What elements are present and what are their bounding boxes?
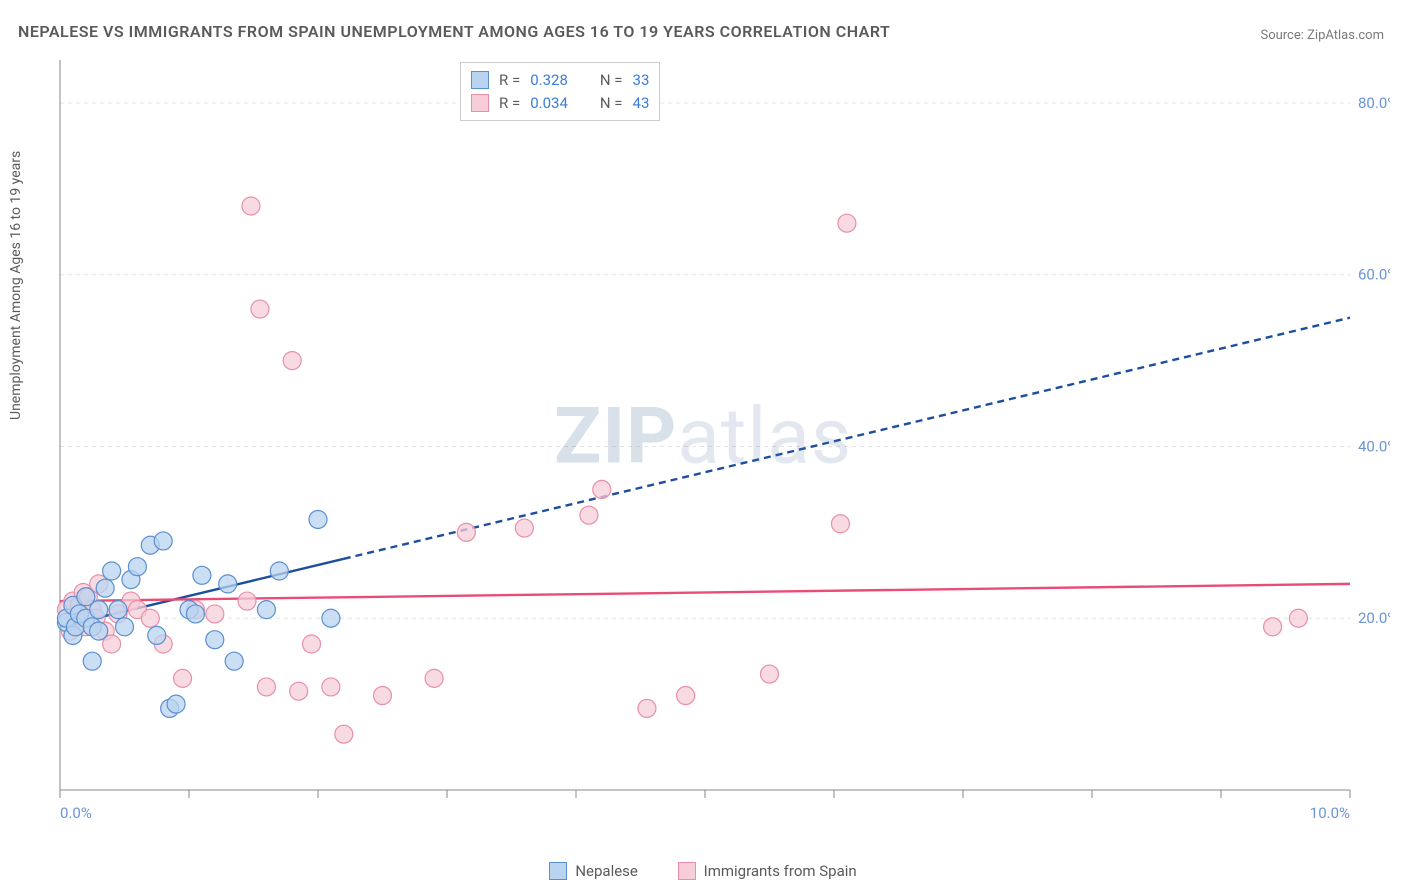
legend-swatch-icon [549, 862, 567, 880]
legend-item-nepalese: Nepalese [549, 862, 638, 880]
svg-text:60.0%: 60.0% [1358, 266, 1390, 284]
source-attribution: Source: ZipAtlas.com [1260, 28, 1384, 43]
legend-label: Immigrants from Spain [704, 862, 857, 880]
svg-text:0.0%: 0.0% [60, 804, 92, 820]
svg-text:10.0%: 10.0% [1310, 804, 1350, 820]
svg-text:20.0%: 20.0% [1358, 609, 1390, 627]
y-axis-label: Unemployment Among Ages 16 to 19 years [8, 151, 24, 420]
chart-title: NEPALESE VS IMMIGRANTS FROM SPAIN UNEMPL… [18, 22, 890, 41]
legend-swatch-icon [678, 862, 696, 880]
correlation-legend: R = 0.328 N = 33 R = 0.034 N = 43 [460, 62, 660, 121]
r-label: R = [499, 92, 520, 115]
legend-swatch-spain [471, 94, 489, 112]
legend-label: Nepalese [575, 862, 638, 880]
r-label: R = [499, 69, 520, 92]
series-legend: Nepalese Immigrants from Spain [0, 862, 1406, 884]
legend-swatch-nepalese [471, 71, 489, 89]
n-value: 43 [633, 92, 650, 115]
r-value: 0.328 [530, 69, 568, 92]
legend-row: R = 0.328 N = 33 [471, 69, 649, 92]
n-label: N = [600, 69, 623, 92]
r-value: 0.034 [530, 92, 568, 115]
legend-item-spain: Immigrants from Spain [678, 862, 857, 880]
legend-row: R = 0.034 N = 43 [471, 92, 649, 115]
n-value: 33 [633, 69, 650, 92]
scatter-chart-svg: 20.0% 40.0% 60.0% 80.0% 0.0% 10.0% [50, 60, 1390, 820]
chart-plot-area: 20.0% 40.0% 60.0% 80.0% 0.0% 10.0% [50, 60, 1390, 820]
svg-text:80.0%: 80.0% [1358, 94, 1390, 112]
svg-text:40.0%: 40.0% [1358, 437, 1390, 455]
n-label: N = [600, 92, 623, 115]
